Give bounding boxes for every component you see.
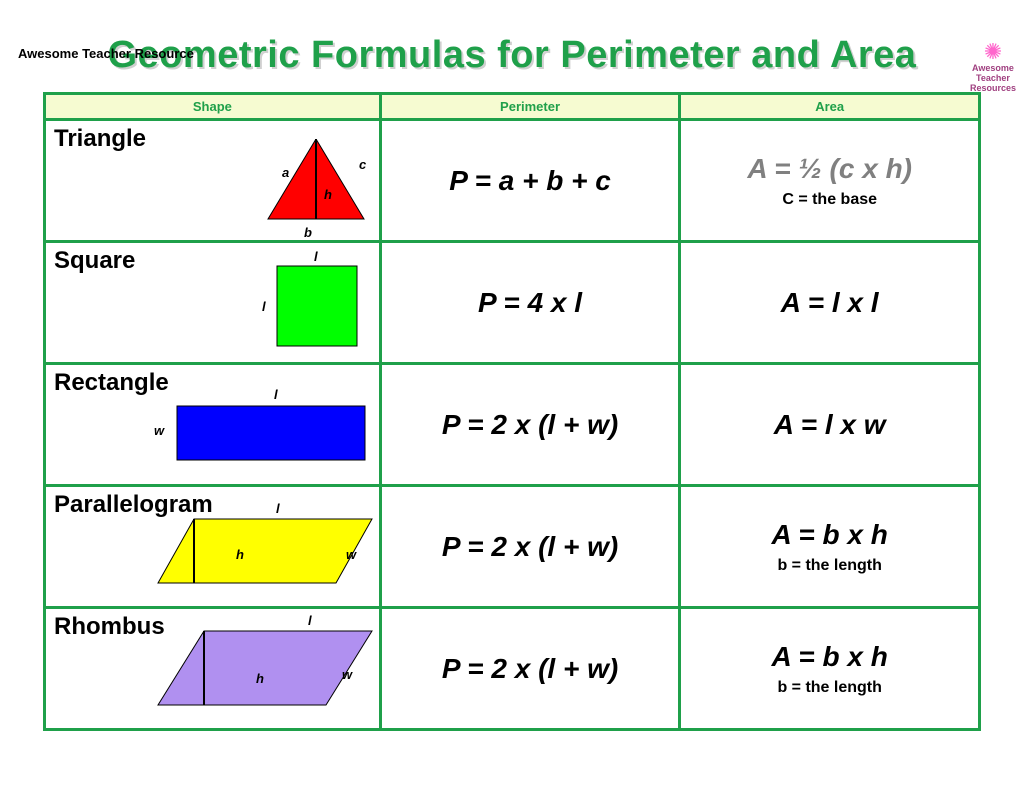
label-rect-w: w: [154, 423, 164, 438]
logo: ✺ Awesome Teacher Resources: [970, 40, 1016, 94]
label-a: a: [282, 165, 289, 180]
perimeter-parallelogram: P = 2 x (l + w): [380, 486, 680, 608]
area-formula-square: A = l x l: [689, 287, 970, 319]
label-rhom-w: w: [342, 667, 352, 682]
label-para-w: w: [346, 547, 356, 562]
row-rectangle: Rectangle l w P = 2 x (l + w) A = l x w: [45, 364, 980, 486]
label-rect-l: l: [274, 387, 278, 402]
table-header-row: Shape Perimeter Area: [45, 94, 980, 120]
perimeter-triangle: P = a + b + c: [380, 120, 680, 242]
area-formula-rectangle: A = l x w: [689, 409, 970, 441]
logo-text: Awesome Teacher Resources: [970, 64, 1016, 94]
logo-burst-icon: ✺: [970, 40, 1016, 64]
square-icon: [276, 265, 358, 347]
header-shape: Shape: [45, 94, 381, 120]
area-note-rhombus: b = the length: [689, 679, 970, 697]
perimeter-formula-rectangle: P = 2 x (l + w): [390, 409, 671, 441]
rectangle-icon: [176, 405, 366, 461]
perimeter-formula-square: P = 4 x l: [390, 287, 671, 319]
area-note-triangle: C = the base: [689, 191, 970, 209]
shape-cell-rhombus: Rhombus l w h: [45, 608, 381, 730]
row-parallelogram: Parallelogram l w h P = 2 x (l + w) A = …: [45, 486, 980, 608]
row-triangle: Triangle a c b h P = a + b + c A = ½ (c …: [45, 120, 980, 242]
label-rhom-l: l: [308, 613, 312, 628]
header-area: Area: [680, 94, 980, 120]
perimeter-formula-rhombus: P = 2 x (l + w): [390, 653, 671, 685]
area-formula-parallelogram: A = b x h: [689, 519, 970, 551]
label-h: h: [324, 187, 332, 202]
row-square: Square l l P = 4 x l A = l x l: [45, 242, 980, 364]
perimeter-rhombus: P = 2 x (l + w): [380, 608, 680, 730]
label-para-l: l: [276, 501, 280, 516]
label-b: b: [304, 225, 312, 240]
label-sq-l-top: l: [314, 249, 318, 264]
label-c: c: [359, 157, 366, 172]
shape-cell-parallelogram: Parallelogram l w h: [45, 486, 381, 608]
area-note-parallelogram: b = the length: [689, 557, 970, 575]
header-perimeter: Perimeter: [380, 94, 680, 120]
area-formula-triangle: A = ½ (c x h): [689, 153, 970, 185]
perimeter-formula-triangle: P = a + b + c: [390, 165, 671, 197]
shape-name-rectangle: Rectangle: [54, 369, 371, 397]
shape-cell-square: Square l l: [45, 242, 381, 364]
area-rectangle: A = l x w: [680, 364, 980, 486]
parallelogram-icon: [156, 517, 376, 587]
brand-text: Awesome Teacher Resource: [18, 46, 194, 61]
formula-table: Shape Perimeter Area Triangle a c b h P …: [43, 92, 981, 731]
triangle-icon: [256, 139, 376, 234]
shape-name-parallelogram: Parallelogram: [54, 491, 371, 519]
area-triangle: A = ½ (c x h) C = the base: [680, 120, 980, 242]
perimeter-formula-parallelogram: P = 2 x (l + w): [390, 531, 671, 563]
label-para-h: h: [236, 547, 244, 562]
perimeter-square: P = 4 x l: [380, 242, 680, 364]
shape-cell-rectangle: Rectangle l w: [45, 364, 381, 486]
area-rhombus: A = b x h b = the length: [680, 608, 980, 730]
area-parallelogram: A = b x h b = the length: [680, 486, 980, 608]
label-rhom-h: h: [256, 671, 264, 686]
shape-cell-triangle: Triangle a c b h: [45, 120, 381, 242]
label-sq-l-side: l: [262, 299, 266, 314]
area-formula-rhombus: A = b x h: [689, 641, 970, 673]
perimeter-rectangle: P = 2 x (l + w): [380, 364, 680, 486]
row-rhombus: Rhombus l w h P = 2 x (l + w) A = b x h …: [45, 608, 980, 730]
area-square: A = l x l: [680, 242, 980, 364]
